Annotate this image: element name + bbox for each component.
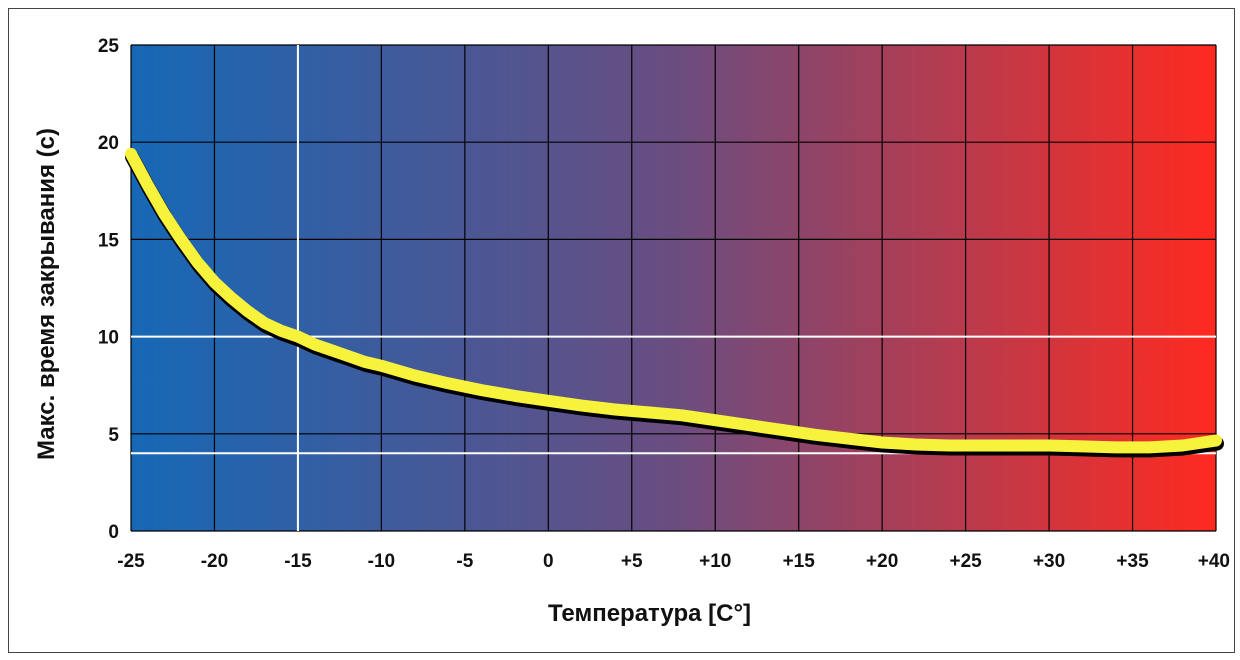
y-tick-label: 0: [108, 522, 119, 543]
series-group: [125, 147, 1224, 458]
y-tick-label: 10: [98, 328, 119, 349]
chart-frame: 0 5 10 15 20 25 -25 -20 -15 -10 -5 0 +5 +10 +15 +20 +25…: [8, 8, 1235, 653]
x-tick-label: +40: [1198, 551, 1230, 572]
x-tick-label: -5: [456, 551, 473, 572]
x-tick-label: +35: [1116, 551, 1149, 572]
y-axis-title: Макс. время закрывания (с): [33, 128, 60, 460]
x-tick-label: +30: [1033, 551, 1065, 572]
x-tick-labels: -25 -20 -15 -10 -5 0 +5 +10 +15 +20 +25 +30 +35 +40: [117, 551, 1230, 572]
series-line: [125, 147, 1222, 454]
x-axis-title: Температура [C°]: [548, 600, 751, 627]
x-tick-label: +10: [699, 551, 731, 572]
x-tick-label: -25: [117, 551, 145, 572]
x-tick-label: -10: [368, 551, 395, 572]
y-tick-label: 25: [98, 36, 120, 57]
x-tick-label: +20: [866, 551, 898, 572]
y-tick-labels: 0 5 10 15 20 25: [98, 36, 120, 543]
y-tick-label: 5: [108, 425, 119, 446]
x-tick-label: -15: [284, 551, 312, 572]
x-tick-label: +15: [783, 551, 816, 572]
y-tick-label: 15: [98, 230, 120, 251]
y-tick-label: 20: [98, 133, 119, 154]
x-tick-label: +25: [949, 551, 982, 572]
x-tick-label: 0: [543, 551, 554, 572]
x-tick-label: -20: [201, 551, 228, 572]
plot-area: [131, 45, 1216, 531]
x-tick-label: +5: [621, 551, 643, 572]
chart: 0 5 10 15 20 25 -25 -20 -15 -10 -5 0 +5 +10 +15 +20 +25…: [33, 36, 1230, 627]
